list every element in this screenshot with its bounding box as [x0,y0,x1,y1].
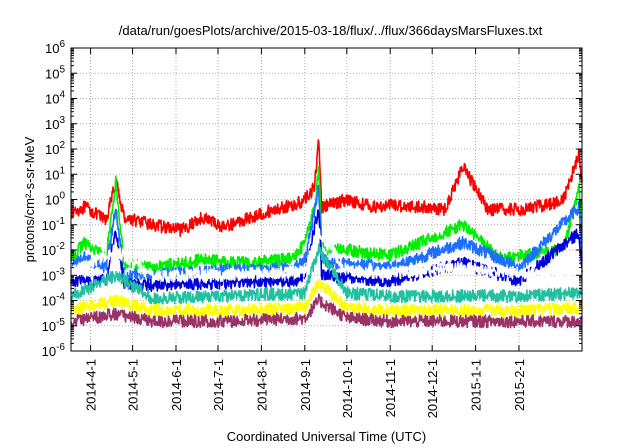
x-tick-label: 2014-10-1 [340,359,355,418]
y-tick-label: 10-2 [42,241,66,258]
x-tick-label: 2014-4-1 [84,359,99,411]
y-tick-label: 10-4 [42,292,66,309]
x-axis-title: Coordinated Universal Time (UTC) [227,429,426,444]
x-tick-label: 2014-7-1 [211,359,226,411]
y-tick-label: 101 [45,165,65,182]
y-tick-label: 102 [45,140,65,157]
x-tick-label: 2014-12-1 [425,359,440,418]
chart-title: /data/run/goesPlots/archive/2015-03-18/f… [119,23,543,38]
x-tick-label: 2014-8-1 [254,359,269,411]
y-tick-label: 105 [45,64,65,81]
y-tick-label: 10-5 [42,317,66,334]
series-lines [70,139,583,329]
x-tick-label: 2014-5-1 [126,359,141,411]
x-tick-label: 2015-1-1 [469,359,484,411]
x-tick-label: 2015-2-1 [512,359,527,411]
y-tick-label: 10-1 [42,216,66,233]
x-tick-label: 2014-9-1 [298,359,313,411]
y-tick-label: 10-3 [42,266,66,283]
y-tick-label: 103 [45,115,65,132]
y-tick-label: 106 [45,39,65,56]
x-tick-label: 2014-11-1 [383,359,398,417]
y-tick-label: 10-6 [42,342,66,359]
y-tick-label: 100 [45,191,65,208]
axis-ticks: 10-6 10-5 10-4 10-3 10-2 10-1 100 101 102 103 104 1… [42,39,582,418]
y-tick-label: 104 [45,90,65,107]
series-line-7 [70,278,583,318]
series-line-5 [70,227,583,284]
series-line-1 [70,139,583,237]
x-tick-label: 2014-6-1 [169,359,184,411]
y-axis-title: protons/cm²-s-sr-MeV [22,136,37,262]
series-line-8 [70,293,583,329]
series-line-6 [70,243,583,305]
